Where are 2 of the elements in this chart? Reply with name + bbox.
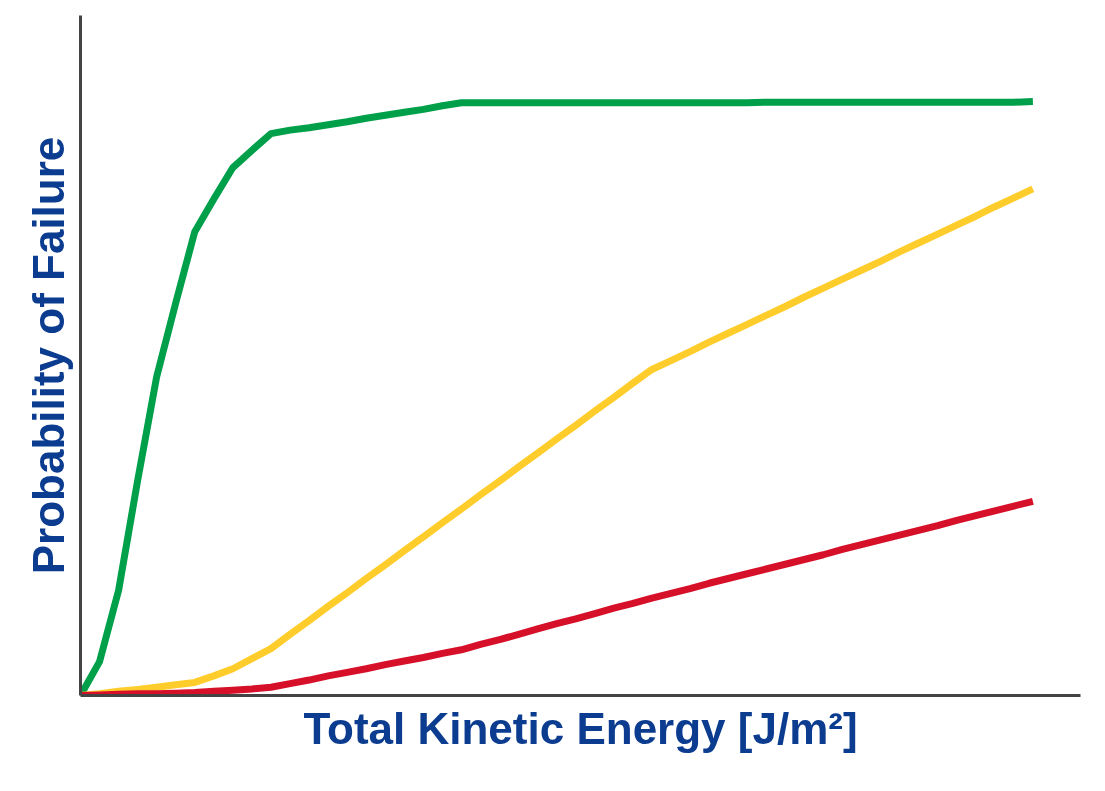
x-axis-title: Total Kinetic Energy [J/m²] — [303, 703, 858, 753]
y-axis-title: Probability of Failure — [23, 136, 73, 575]
